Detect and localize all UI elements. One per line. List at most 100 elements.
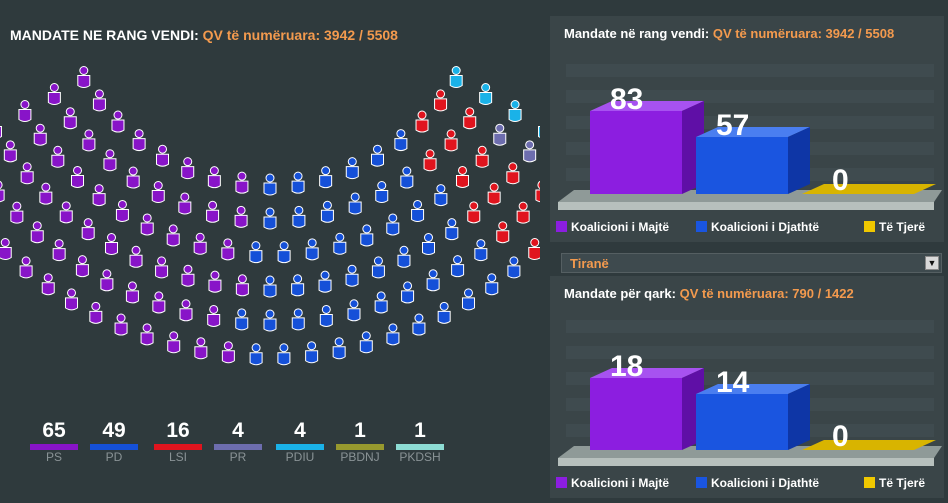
seat-pd — [291, 171, 305, 194]
seat-ps — [89, 301, 103, 324]
seat-pd — [386, 213, 400, 236]
seat-ps — [51, 145, 65, 168]
seat-lsi — [455, 165, 469, 188]
party-color-bar — [336, 444, 384, 450]
legend-others: Të Tjerë — [864, 220, 925, 234]
parliament-seat-chart — [0, 66, 540, 366]
party-color-bar — [276, 444, 324, 450]
bar — [802, 440, 936, 450]
seat-pd — [345, 157, 359, 180]
party-name: PKDSH — [399, 450, 441, 464]
party-color-bar — [90, 444, 138, 450]
seat-pd — [375, 181, 389, 204]
legend-right-coalition: Koalicioni i Djathtë — [696, 220, 819, 234]
seat-ps — [140, 213, 154, 236]
seat-ps — [92, 184, 106, 207]
seat-pd — [319, 166, 333, 189]
seat-pd — [485, 273, 499, 296]
seat-pd — [332, 337, 346, 360]
party-seat-count: 4 — [232, 419, 244, 442]
seat-pd — [507, 256, 521, 279]
party-legend-pkdsh: 1 PKDSH — [396, 420, 444, 465]
seat-pd — [371, 256, 385, 279]
party-name: PD — [105, 450, 123, 464]
seat-ps — [77, 66, 91, 88]
seat-ps — [92, 89, 106, 112]
seat-lsi — [516, 201, 530, 224]
seat-pd — [371, 144, 384, 167]
seat-pr — [523, 140, 537, 163]
seat-ps — [114, 313, 128, 336]
bar-value-label: 18 — [610, 350, 643, 383]
seat-ps — [75, 255, 89, 278]
legend-left-coalition: Koalicioni i Majtë — [556, 220, 669, 234]
seat-ps — [71, 165, 85, 188]
seat-pd — [374, 291, 388, 314]
legend-swatch — [864, 477, 875, 488]
seat-ps — [105, 233, 118, 256]
bar — [590, 101, 704, 194]
seat-ps — [126, 166, 140, 189]
coalition-legend: Koalicioni i Majtë Koalicioni i Djathtë … — [554, 220, 944, 236]
seat-ps — [81, 218, 95, 241]
party-legend-ps: 65 PS — [30, 420, 78, 465]
seat-pd — [263, 173, 277, 196]
seat-lsi — [535, 180, 540, 203]
region-select-value: Tiranë — [570, 256, 609, 271]
seat-pd — [235, 308, 249, 331]
seat-ps — [39, 182, 53, 205]
seat-ps — [63, 107, 77, 130]
seat-lsi — [423, 149, 437, 172]
bar-value-label: 14 — [716, 366, 750, 399]
seat-pd — [426, 269, 440, 292]
seat-pd — [348, 192, 362, 215]
seat-pd — [434, 184, 448, 207]
legend-label: Të Tjerë — [879, 476, 926, 490]
parliament-title: MANDATE NE RANG VENDI: QV të numëruara: … — [10, 27, 398, 43]
chevron-down-icon[interactable]: ▼ — [925, 256, 939, 270]
seat-ps — [59, 201, 73, 224]
seat-lsi — [463, 107, 477, 130]
party-seat-count: 16 — [166, 419, 190, 442]
seat-ps — [235, 274, 249, 297]
parliament-title-counted: QV të numëruara: 3942 / 5508 — [202, 27, 398, 43]
seat-ps — [207, 166, 221, 189]
seat-pd — [360, 224, 374, 247]
seat-ps — [18, 100, 32, 122]
seat-pd — [386, 323, 400, 346]
seat-pd — [359, 331, 373, 354]
seat-ps — [47, 83, 61, 105]
party-legend-pd: 49 PD — [90, 420, 138, 465]
chart-gridband — [566, 90, 934, 103]
party-color-bar — [396, 444, 444, 450]
seat-ps — [0, 126, 2, 138]
seat-pd — [345, 264, 359, 287]
seat-ps — [181, 157, 195, 180]
region-bar-chart: 18 14 0 — [558, 320, 942, 466]
legend-label: Të Tjerë — [879, 220, 926, 234]
seat-ps — [0, 238, 12, 261]
seat-ps — [221, 238, 235, 261]
panel-title-counted: QV të numëruara: 790 / 1422 — [679, 286, 854, 301]
seat-ps — [100, 269, 114, 292]
party-legend-pbdnj: 1 PBDNJ — [336, 420, 384, 465]
panel-title-label: Mandate në rang vendi: — [564, 26, 710, 41]
party-seat-count: 65 — [42, 419, 66, 442]
seat-pd — [397, 245, 411, 268]
region-select[interactable]: Tiranë ▼ — [561, 253, 942, 273]
legend-swatch — [696, 477, 707, 488]
legend-label: Koalicioni i Djathtë — [711, 220, 820, 234]
seat-pd — [347, 299, 361, 322]
seat-lsi — [415, 110, 429, 133]
seat-ps — [179, 299, 193, 322]
seat-pd — [401, 281, 415, 304]
party-name: PR — [229, 450, 247, 464]
legend-swatch — [696, 221, 707, 232]
seat-ps — [167, 331, 181, 354]
seat-ps — [33, 123, 47, 146]
seat-lsi — [496, 221, 510, 244]
seat-lsi — [506, 162, 520, 185]
seat-pd — [319, 304, 333, 327]
legend-label: Koalicioni i Majtë — [571, 220, 670, 234]
bar-value-label: 57 — [716, 109, 749, 142]
